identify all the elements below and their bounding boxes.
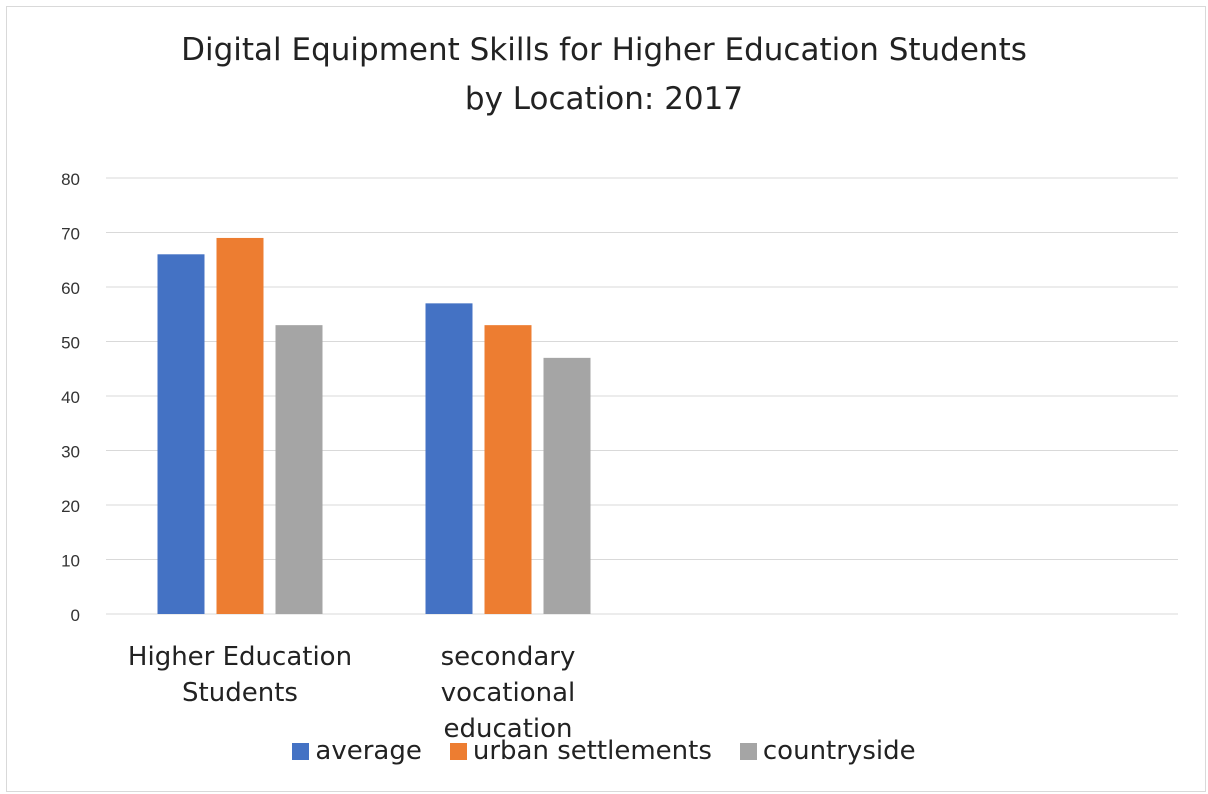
- legend: average urban settlements countryside: [0, 736, 1208, 766]
- y-tick-label: 80: [61, 170, 80, 189]
- legend-label-countryside: countryside: [762, 736, 916, 766]
- legend-item-countryside: countryside: [739, 736, 916, 766]
- y-tick-label: 0: [71, 606, 80, 625]
- bar: [543, 357, 591, 614]
- bar: [216, 237, 264, 614]
- y-tick-label: 10: [61, 552, 80, 571]
- x-category-label: Students: [182, 678, 298, 708]
- y-tick-label: 60: [61, 279, 80, 298]
- y-tick-label: 70: [61, 225, 80, 244]
- bar: [157, 254, 205, 615]
- chart-title-line2: by Location: 2017: [464, 81, 744, 117]
- x-category-label: secondary: [441, 642, 576, 672]
- chart-frame: [6, 6, 1206, 792]
- legend-item-average: average: [292, 736, 422, 766]
- x-category-label: Higher Education: [128, 642, 352, 672]
- legend-item-urban: urban settlements: [449, 736, 712, 766]
- x-category-label: education: [443, 714, 572, 744]
- legend-swatch-countryside: [739, 742, 757, 760]
- legend-label-urban: urban settlements: [472, 736, 712, 766]
- y-tick-label: 30: [61, 443, 80, 462]
- bar: [275, 325, 323, 614]
- legend-label-average: average: [315, 736, 422, 766]
- legend-swatch-average: [292, 742, 310, 760]
- y-tick-label: 50: [61, 334, 80, 353]
- bar: [425, 303, 473, 614]
- x-category-label: vocational: [441, 678, 575, 708]
- chart-title-line1: Digital Equipment Skills for Higher Educ…: [181, 32, 1027, 68]
- bar: [484, 325, 532, 614]
- legend-swatch-urban: [449, 742, 467, 760]
- y-tick-label: 20: [61, 497, 80, 516]
- y-tick-label: 40: [61, 388, 80, 407]
